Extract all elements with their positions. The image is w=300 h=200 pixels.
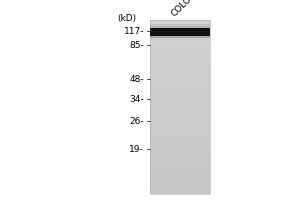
Bar: [150, 83, 210, 86]
Bar: [150, 53, 210, 55]
Bar: [150, 92, 210, 94]
Bar: [150, 153, 210, 155]
Bar: [150, 44, 210, 46]
Bar: [150, 150, 210, 153]
Bar: [150, 135, 210, 138]
Bar: [150, 146, 210, 149]
Bar: [150, 114, 210, 116]
Bar: [150, 187, 210, 190]
Bar: [150, 48, 210, 51]
Bar: [150, 55, 210, 57]
Bar: [150, 107, 210, 110]
Bar: [150, 183, 210, 186]
Bar: [150, 100, 210, 103]
Bar: [150, 148, 210, 151]
Text: 26-: 26-: [129, 116, 144, 126]
Text: (kD): (kD): [117, 15, 136, 23]
Bar: [150, 137, 210, 140]
Bar: [150, 96, 210, 99]
Bar: [150, 177, 210, 179]
Text: 34-: 34-: [129, 95, 144, 104]
Bar: [150, 66, 210, 68]
Bar: [150, 87, 210, 90]
Bar: [150, 81, 210, 83]
Bar: [150, 40, 210, 42]
Bar: [150, 98, 210, 101]
Bar: [150, 33, 210, 36]
Bar: [150, 161, 210, 164]
Bar: [150, 192, 210, 194]
Bar: [150, 29, 210, 31]
Bar: [150, 26, 210, 28]
Bar: [150, 124, 210, 127]
Bar: [150, 118, 210, 120]
Bar: [150, 164, 210, 166]
Text: 85-: 85-: [129, 40, 144, 49]
Bar: [150, 68, 210, 70]
Bar: [150, 20, 210, 23]
Bar: [150, 129, 210, 131]
Bar: [150, 24, 210, 26]
Bar: [150, 31, 210, 33]
Text: COLO205: COLO205: [169, 0, 205, 18]
Bar: [150, 61, 210, 64]
Bar: [150, 70, 210, 73]
Bar: [150, 122, 210, 125]
Bar: [150, 168, 210, 170]
Bar: [150, 24, 210, 27]
Bar: [150, 57, 210, 60]
Bar: [150, 35, 210, 38]
Bar: [150, 85, 210, 88]
Bar: [150, 185, 210, 188]
Bar: [150, 36, 210, 38]
Bar: [150, 144, 210, 147]
Bar: [150, 155, 210, 157]
Bar: [150, 72, 210, 75]
Bar: [150, 172, 210, 175]
Bar: [150, 140, 210, 142]
Bar: [150, 131, 210, 133]
Text: 19-: 19-: [129, 144, 144, 154]
Bar: [150, 133, 210, 136]
Bar: [150, 103, 210, 105]
Bar: [150, 120, 210, 123]
Bar: [150, 27, 210, 29]
Bar: [150, 42, 210, 44]
Bar: [150, 37, 210, 40]
Bar: [150, 74, 210, 77]
Bar: [150, 64, 210, 66]
Bar: [150, 59, 210, 62]
Bar: [150, 190, 210, 192]
Bar: [150, 159, 210, 162]
Text: 48-: 48-: [129, 74, 144, 84]
Bar: [150, 22, 210, 25]
Bar: [150, 28, 210, 36]
Bar: [150, 105, 210, 107]
Bar: [150, 94, 210, 97]
Bar: [150, 79, 210, 81]
Bar: [150, 142, 210, 144]
Bar: [150, 20, 210, 194]
Bar: [150, 179, 210, 181]
Bar: [150, 116, 210, 118]
Bar: [150, 77, 210, 79]
Bar: [150, 109, 210, 112]
Bar: [150, 127, 210, 129]
Text: 117-: 117-: [124, 26, 144, 36]
Bar: [150, 90, 210, 92]
Bar: [150, 157, 210, 160]
Bar: [150, 50, 210, 53]
Bar: [150, 46, 210, 49]
Bar: [150, 181, 210, 184]
Bar: [150, 170, 210, 173]
Bar: [150, 111, 210, 114]
Bar: [150, 166, 210, 168]
Bar: [150, 174, 210, 177]
